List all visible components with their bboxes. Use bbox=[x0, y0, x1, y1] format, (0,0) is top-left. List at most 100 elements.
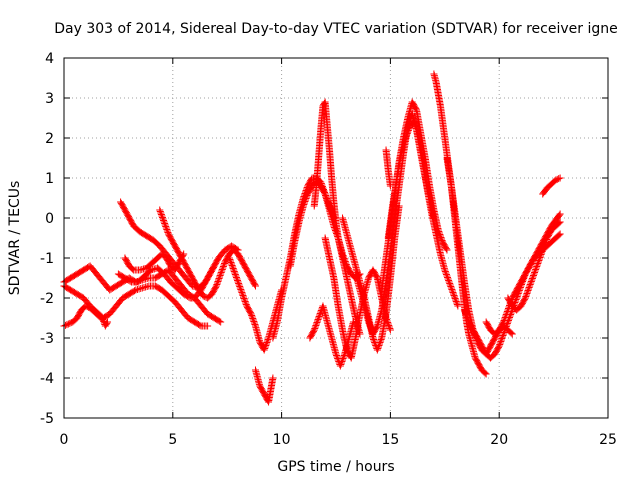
data-point-marker bbox=[446, 281, 454, 289]
data-point-marker bbox=[497, 336, 505, 344]
data-point bbox=[336, 362, 344, 370]
y-tick-label: -4 bbox=[40, 371, 54, 387]
data-point-marker bbox=[507, 329, 515, 337]
data-point-marker bbox=[215, 275, 223, 282]
data-point-marker bbox=[333, 352, 341, 359]
series-track-12 bbox=[310, 98, 364, 338]
data-point bbox=[299, 202, 307, 210]
data-point-marker bbox=[540, 242, 548, 249]
data-point-marker bbox=[403, 130, 411, 137]
data-point-marker bbox=[233, 275, 241, 283]
data-point-marker bbox=[236, 283, 244, 290]
data-point bbox=[386, 182, 394, 190]
y-axis-label: SDTVAR / TECUs bbox=[7, 181, 23, 296]
data-point-marker bbox=[444, 274, 452, 281]
data-point-marker bbox=[374, 345, 382, 352]
data-point-marker bbox=[445, 277, 453, 284]
data-point-marker bbox=[263, 339, 271, 346]
data-point-marker bbox=[213, 279, 221, 287]
data-point-marker bbox=[525, 285, 533, 293]
x-tick-label: 5 bbox=[168, 432, 177, 448]
data-point-marker bbox=[263, 337, 271, 345]
data-point-marker bbox=[451, 293, 459, 301]
data-point-marker bbox=[213, 281, 221, 288]
data-point-marker bbox=[533, 261, 541, 269]
data-point-marker bbox=[159, 215, 167, 223]
data-point-marker bbox=[230, 268, 238, 275]
data-point-marker bbox=[232, 274, 240, 281]
y-tick-label: 0 bbox=[45, 211, 54, 227]
data-point-marker bbox=[463, 314, 471, 321]
data-point bbox=[454, 302, 462, 310]
data-point-marker bbox=[311, 323, 319, 331]
data-point-marker bbox=[402, 133, 410, 140]
data-point bbox=[441, 266, 449, 274]
data-point-marker bbox=[412, 105, 420, 113]
data-point-marker bbox=[481, 369, 489, 377]
data-point-marker bbox=[238, 289, 246, 296]
data-point-marker bbox=[376, 340, 384, 348]
data-point bbox=[504, 306, 512, 314]
data-point-marker bbox=[219, 263, 227, 270]
data-point-marker bbox=[553, 175, 561, 183]
data-point-marker bbox=[447, 284, 455, 292]
data-point-marker bbox=[498, 335, 506, 342]
data-point-marker bbox=[61, 321, 69, 329]
data-point bbox=[225, 254, 233, 262]
data-point-marker bbox=[337, 359, 345, 367]
data-point-marker bbox=[375, 342, 383, 349]
data-point-marker bbox=[250, 319, 258, 327]
chart-title: Day 303 of 2014, Sidereal Day-to-day VTE… bbox=[54, 21, 617, 37]
data-point-marker bbox=[324, 199, 332, 207]
data-point bbox=[325, 202, 333, 210]
data-point bbox=[217, 318, 225, 326]
data-point-marker bbox=[532, 264, 540, 272]
data-point-marker bbox=[555, 175, 563, 183]
data-point-marker bbox=[322, 193, 330, 201]
data-point-marker bbox=[229, 265, 237, 272]
x-tick-label: 25 bbox=[599, 432, 617, 448]
data-point-marker bbox=[241, 298, 249, 305]
data-point-marker bbox=[216, 272, 224, 279]
data-point-marker bbox=[235, 281, 243, 289]
data-point-marker bbox=[461, 308, 469, 315]
data-point bbox=[82, 302, 90, 310]
data-point-marker bbox=[327, 205, 335, 213]
data-point bbox=[530, 270, 538, 278]
data-point-marker bbox=[444, 275, 452, 283]
data-point bbox=[402, 134, 410, 142]
data-point-marker bbox=[249, 316, 257, 324]
data-point-marker bbox=[196, 321, 204, 329]
data-point bbox=[269, 374, 277, 382]
data-point-marker bbox=[449, 289, 457, 296]
data-point-marker bbox=[531, 267, 539, 275]
data-point-marker bbox=[103, 319, 111, 327]
data-point-marker bbox=[157, 209, 165, 217]
data-point-marker bbox=[497, 338, 505, 345]
data-point-marker bbox=[314, 316, 322, 323]
data-point-marker bbox=[264, 336, 272, 343]
series-track-13 bbox=[306, 302, 357, 370]
data-point-marker bbox=[529, 273, 537, 281]
data-point-marker bbox=[158, 214, 166, 221]
data-point bbox=[539, 246, 547, 254]
data-point-marker bbox=[229, 263, 237, 271]
data-point-marker bbox=[322, 192, 330, 199]
data-point-marker bbox=[340, 353, 348, 361]
x-axis-label: GPS time / hours bbox=[277, 459, 394, 475]
series-track-25 bbox=[539, 174, 564, 198]
data-point-marker bbox=[158, 212, 166, 220]
data-point-marker bbox=[525, 284, 533, 291]
data-point-marker bbox=[555, 211, 563, 219]
series-track-2 bbox=[60, 282, 212, 330]
y-tick-label: 3 bbox=[45, 91, 54, 107]
y-tick-labels: -5 -4 -3 -2 -1 0 1 2 3 4 bbox=[40, 51, 54, 427]
data-point-marker bbox=[162, 224, 170, 232]
data-point-marker bbox=[442, 245, 450, 253]
data-point-marker bbox=[231, 269, 239, 277]
data-point-marker bbox=[302, 196, 310, 204]
data-point-marker bbox=[448, 287, 456, 295]
data-point-marker bbox=[526, 281, 534, 288]
y-tick-label: -2 bbox=[40, 291, 54, 307]
data-point-marker bbox=[536, 254, 544, 261]
